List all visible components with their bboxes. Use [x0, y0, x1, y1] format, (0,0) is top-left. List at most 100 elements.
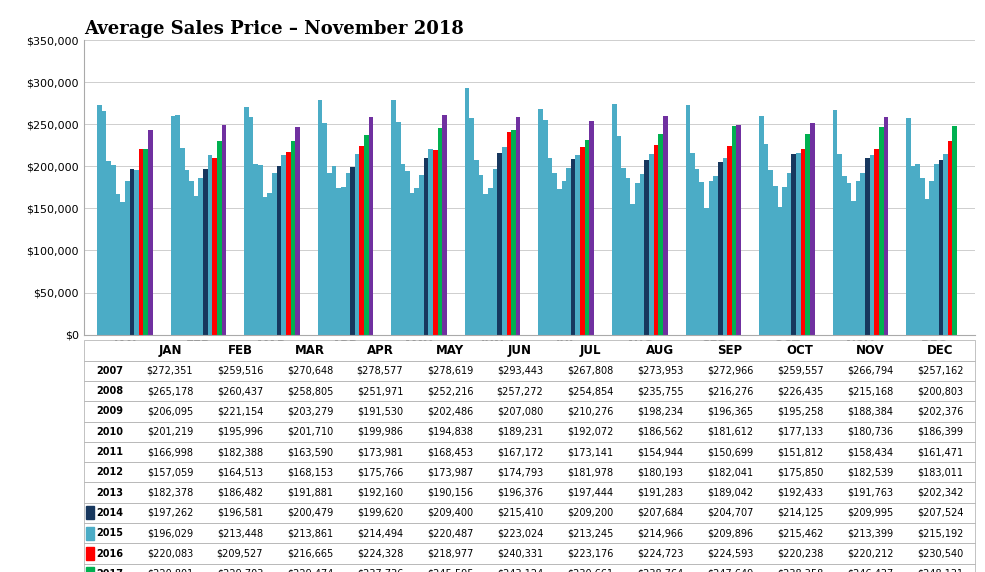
Bar — [267, 193, 272, 335]
Bar — [465, 88, 470, 335]
Text: $202,376: $202,376 — [917, 407, 963, 416]
Bar — [125, 181, 130, 335]
Bar — [203, 169, 208, 335]
Bar — [502, 147, 506, 335]
Text: $180,193: $180,193 — [637, 467, 683, 477]
Bar — [773, 185, 777, 335]
Bar — [575, 155, 580, 335]
Bar — [925, 198, 929, 335]
Bar — [327, 173, 332, 335]
Bar — [341, 186, 346, 335]
Bar — [291, 141, 296, 335]
Text: $237,736: $237,736 — [357, 569, 403, 572]
Text: 2010: 2010 — [96, 427, 123, 436]
Bar — [213, 158, 217, 335]
Bar — [649, 154, 654, 335]
Text: $202,486: $202,486 — [427, 407, 473, 416]
Text: $200,803: $200,803 — [917, 386, 963, 396]
Text: $151,812: $151,812 — [777, 447, 823, 457]
Bar — [763, 144, 768, 335]
Bar — [428, 149, 433, 335]
FancyBboxPatch shape — [84, 503, 975, 523]
Bar — [346, 173, 351, 335]
Text: $192,072: $192,072 — [567, 427, 614, 436]
Text: $273,953: $273,953 — [637, 366, 684, 376]
Text: $220,212: $220,212 — [847, 549, 893, 558]
Bar — [217, 141, 222, 335]
Bar — [410, 193, 415, 335]
Text: $229,703: $229,703 — [217, 569, 263, 572]
Bar — [120, 202, 125, 335]
Text: $164,513: $164,513 — [217, 467, 263, 477]
Text: $221,154: $221,154 — [217, 407, 263, 416]
Text: $252,216: $252,216 — [427, 386, 473, 396]
Text: $154,944: $154,944 — [637, 447, 684, 457]
Text: $224,723: $224,723 — [637, 549, 684, 558]
Bar — [130, 169, 134, 335]
Text: $209,527: $209,527 — [217, 549, 263, 558]
Text: $173,141: $173,141 — [567, 447, 613, 457]
Text: $150,699: $150,699 — [707, 447, 754, 457]
Text: $206,095: $206,095 — [147, 407, 193, 416]
Bar — [561, 181, 566, 335]
Bar — [939, 160, 944, 335]
Bar — [296, 127, 299, 335]
Text: 2011: 2011 — [96, 447, 123, 457]
Text: $183,011: $183,011 — [917, 467, 963, 477]
Bar — [208, 155, 213, 335]
Text: $213,399: $213,399 — [847, 529, 893, 538]
Bar — [442, 114, 447, 335]
Text: $194,838: $194,838 — [427, 427, 473, 436]
Bar — [364, 134, 368, 335]
Bar — [184, 170, 189, 335]
Bar — [318, 100, 322, 335]
FancyBboxPatch shape — [84, 543, 975, 563]
Bar — [170, 116, 175, 335]
Text: $203,279: $203,279 — [287, 407, 333, 416]
Bar — [506, 132, 511, 335]
Text: $218,977: $218,977 — [427, 549, 473, 558]
Bar — [929, 181, 934, 335]
Bar — [479, 176, 484, 335]
Bar — [405, 170, 410, 335]
Bar — [585, 141, 589, 335]
Text: $207,080: $207,080 — [496, 407, 543, 416]
Bar — [879, 127, 884, 335]
Bar — [952, 126, 957, 335]
Text: $220,801: $220,801 — [147, 569, 193, 572]
Text: $223,176: $223,176 — [567, 549, 614, 558]
Text: $272,351: $272,351 — [147, 366, 193, 376]
Text: $188,384: $188,384 — [847, 407, 893, 416]
FancyBboxPatch shape — [84, 462, 975, 482]
Bar — [571, 158, 575, 335]
Bar — [86, 506, 95, 519]
Bar — [801, 149, 806, 335]
Bar — [134, 170, 139, 335]
Bar — [842, 176, 846, 335]
Bar — [263, 197, 267, 335]
Text: 2016: 2016 — [96, 549, 123, 558]
Text: $189,042: $189,042 — [707, 488, 754, 498]
Bar — [686, 105, 690, 335]
Text: $265,178: $265,178 — [147, 386, 193, 396]
Bar — [222, 125, 227, 335]
Text: $190,156: $190,156 — [427, 488, 473, 498]
Text: $168,453: $168,453 — [427, 447, 473, 457]
Bar — [419, 174, 424, 335]
Bar — [911, 166, 915, 335]
Bar — [782, 186, 787, 335]
Text: $210,276: $210,276 — [567, 407, 614, 416]
Text: $230,661: $230,661 — [567, 569, 613, 572]
Text: $293,443: $293,443 — [497, 366, 543, 376]
Text: $200,479: $200,479 — [287, 508, 333, 518]
Text: 2014: 2014 — [96, 508, 123, 518]
Text: $246,437: $246,437 — [847, 569, 893, 572]
Text: $180,736: $180,736 — [847, 427, 893, 436]
Bar — [787, 173, 792, 335]
Text: $189,231: $189,231 — [497, 427, 543, 436]
Bar — [851, 201, 856, 335]
Text: Average Sales Price – November 2018: Average Sales Price – November 2018 — [84, 20, 464, 38]
Bar — [617, 136, 622, 335]
Text: $220,083: $220,083 — [147, 549, 193, 558]
Bar — [484, 194, 488, 335]
